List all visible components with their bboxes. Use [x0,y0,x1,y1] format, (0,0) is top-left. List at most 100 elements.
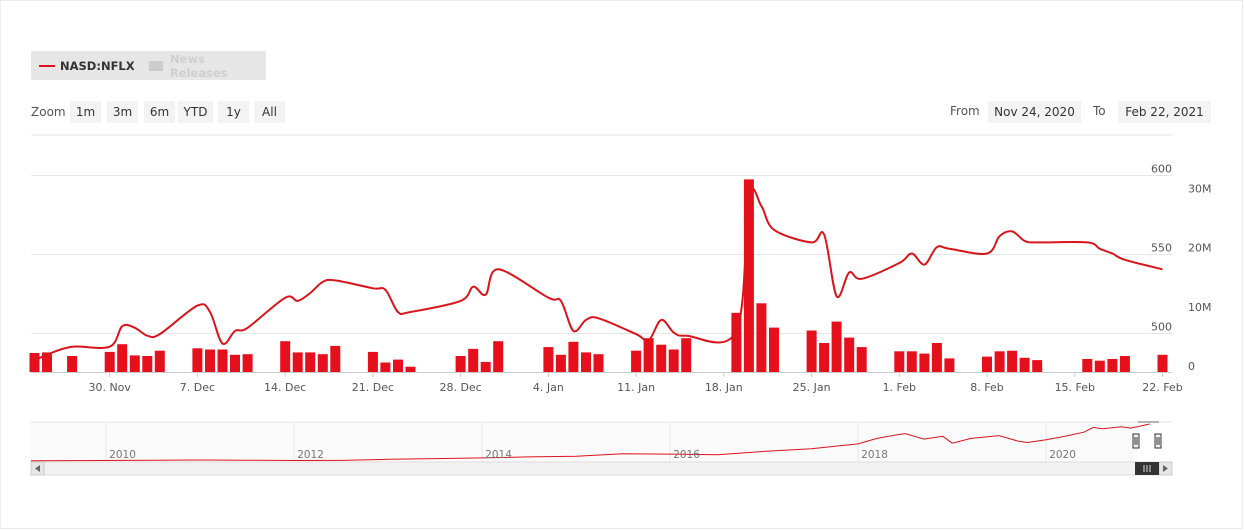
volume-bar[interactable] [1094,360,1105,372]
volume-bar[interactable] [919,353,930,372]
legend-item-price[interactable]: NASD:NFLX [39,51,135,80]
volume-bar[interactable] [819,343,830,372]
x-tick-label: 15. Feb [1055,381,1095,394]
volume-bar[interactable] [317,354,328,372]
volume-bar[interactable] [104,351,115,372]
volume-bar[interactable] [67,356,78,372]
volume-bar[interactable] [1107,359,1118,372]
volume-bar[interactable] [1032,360,1043,372]
to-date-input[interactable]: Feb 22, 2021 [1118,101,1211,123]
volume-bar[interactable] [330,345,341,372]
line-swatch-icon [39,64,55,67]
navigator[interactable]: 2010 2012 2014 2016 2018 2020 [30,421,1172,462]
navigator-handle-right[interactable] [1154,433,1162,449]
price-tick-label: 500 [1151,321,1172,334]
gridlines [31,134,1172,373]
volume-bar[interactable] [593,354,604,372]
volume-bar[interactable] [555,354,566,372]
x-axis-labels: 30. Nov 7. Dec 14. Dec 21. Dec 28. Dec 4. Jan… [88,372,1183,394]
x-tick-label: 22. Feb [1142,381,1182,394]
volume-bar[interactable] [380,362,391,373]
volume-bar[interactable] [117,344,128,372]
box-swatch-icon [149,60,163,71]
x-tick-label: 30. Nov [88,381,131,394]
legend-item-news[interactable]: News Releases [149,51,266,80]
volume-bar[interactable] [42,352,52,372]
volume-bar[interactable] [906,351,917,372]
chevron-left-icon [35,465,40,472]
volume-bar[interactable] [129,355,140,372]
volume-bar[interactable] [831,321,842,372]
x-tick-label: 25. Jan [793,381,831,394]
volume-bar[interactable] [982,356,992,372]
volume-bar[interactable] [806,330,817,373]
volume-bar[interactable] [1157,354,1168,372]
scrollbar-track[interactable] [30,461,1173,476]
volume-bar[interactable] [568,341,579,372]
volume-bar[interactable] [1119,356,1130,372]
volume-bar[interactable] [217,349,228,373]
volume-bar[interactable] [468,348,479,372]
volume-bar[interactable] [769,327,779,372]
volume-bar[interactable] [305,352,316,372]
volume-bar[interactable] [480,361,491,372]
volume-bar[interactable] [367,351,378,372]
volume-bar[interactable] [29,353,40,372]
volume-bar[interactable] [455,356,466,372]
volume-bar[interactable] [230,354,240,372]
volume-bar[interactable] [205,349,215,373]
volume-bar[interactable] [1007,350,1018,372]
volume-bar[interactable] [656,344,667,372]
from-date-input[interactable]: Nov 24, 2020 [988,101,1081,123]
x-tick-label: 18. Jan [705,381,743,394]
volume-bar[interactable] [405,366,416,372]
volume-tick-label: 0 [1188,360,1195,373]
navigator-year-label: 2018 [861,449,888,461]
legend-label-news: News Releases [169,51,228,80]
price-tick-label: 600 [1151,163,1172,176]
volume-bar[interactable] [280,341,291,372]
volume-bar[interactable] [844,337,855,372]
volume-bar[interactable] [1082,359,1093,372]
navigator-year-label: 2012 [297,449,324,461]
volume-bar[interactable] [743,179,754,372]
x-tick-label: 1. Feb [883,381,916,394]
volume-bar[interactable] [292,352,303,372]
volume-bar[interactable] [192,348,203,372]
volume-axis-labels: 0 10M 20M 30M [1188,182,1212,373]
volume-bar[interactable] [581,352,591,372]
zoom-button-ytd[interactable]: YTD [178,101,213,123]
navigator-year-label: 2020 [1049,449,1076,461]
volume-bar[interactable] [631,350,642,372]
volume-bar[interactable] [142,356,153,372]
volume-bar[interactable] [731,312,742,373]
volume-tick-label: 30M [1188,182,1212,195]
volume-bar[interactable] [681,338,692,372]
zoom-button-1m[interactable]: 1m [70,101,101,123]
volume-bar[interactable] [154,350,165,372]
volume-bar[interactable] [242,354,253,372]
x-tick-label: 28. Dec [439,381,481,394]
navigator-line [30,423,1150,462]
zoom-button-3m[interactable]: 3m [107,101,138,123]
volume-bar[interactable] [668,349,679,373]
zoom-button-6m[interactable]: 6m [144,101,175,123]
volume-bar[interactable] [756,303,767,372]
volume-bar[interactable] [856,347,867,372]
navigator-handle-left[interactable] [1132,433,1140,449]
volume-bar[interactable] [994,351,1005,372]
volume-bar[interactable] [894,351,905,372]
x-tick-label: 11. Jan [617,381,655,394]
volume-bar[interactable] [931,343,942,372]
volume-bar[interactable] [643,338,654,372]
volume-bar[interactable] [493,341,504,372]
zoom-button-all[interactable]: All [254,101,285,123]
zoom-button-1y[interactable]: 1y [218,101,249,123]
volume-bar[interactable] [393,359,403,372]
volume-bar[interactable] [1019,357,1030,372]
scrollbar[interactable] [30,461,1173,476]
volume-bar[interactable] [543,347,554,372]
volume-bar[interactable] [944,358,955,372]
